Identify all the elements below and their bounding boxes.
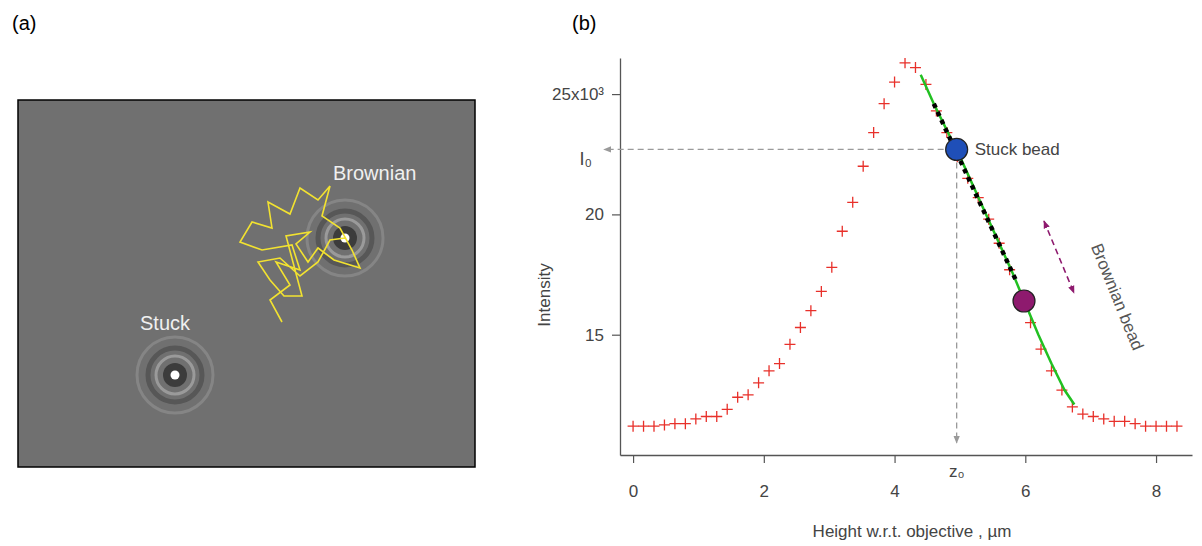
guide-arrow	[604, 149, 944, 150]
scatter-series	[628, 58, 1183, 432]
data-point	[711, 411, 722, 422]
tick: 25x10³	[552, 85, 620, 104]
data-point	[648, 421, 659, 432]
tick: 20	[585, 205, 620, 224]
data-point	[1077, 409, 1088, 420]
y-axis: 25x10³ 20 15	[552, 59, 620, 456]
data-point	[868, 127, 879, 138]
micrograph	[18, 100, 475, 467]
tick-mark	[764, 455, 765, 463]
data-point	[628, 421, 639, 432]
tick-label: 8	[1152, 482, 1161, 501]
data-point	[816, 286, 827, 297]
data-point	[690, 413, 701, 424]
image-label: Stuck	[140, 312, 191, 334]
axis-line	[620, 59, 621, 456]
motion-arrow	[1044, 221, 1074, 293]
data-point	[910, 62, 921, 73]
data-point	[743, 389, 754, 400]
data-point	[795, 322, 806, 333]
axis-line	[621, 455, 1193, 456]
data-point	[638, 421, 649, 432]
tick-mark	[612, 335, 620, 336]
data-point	[1109, 416, 1120, 427]
data-point	[732, 392, 743, 403]
reference-label: I₀	[580, 149, 592, 169]
data-point	[858, 161, 869, 172]
tick-mark	[612, 214, 620, 215]
data-point	[889, 77, 900, 88]
tick-label: 15	[585, 326, 604, 345]
image-label: Brownian	[333, 162, 416, 184]
data-point	[753, 377, 764, 388]
data-point	[764, 365, 775, 376]
data-point	[826, 262, 837, 273]
bead-marker	[1013, 290, 1035, 312]
data-point	[1098, 413, 1109, 424]
dotted-line	[934, 104, 1016, 280]
guide-arrow	[956, 162, 957, 443]
tick: 6	[1021, 455, 1030, 501]
tick: 15	[585, 326, 620, 345]
tick-label: 20	[585, 205, 604, 224]
axis-title: Height w.r.t. objective , µm	[813, 522, 1012, 541]
data-point	[1130, 418, 1141, 429]
bead-halo	[137, 337, 213, 413]
axis-title: Intensity	[535, 263, 554, 327]
tick-mark	[633, 455, 634, 463]
annotation-label: Brownian bead	[1087, 241, 1147, 353]
tick-label: 6	[1021, 482, 1030, 501]
data-point	[659, 419, 670, 430]
data-point	[774, 358, 785, 369]
data-point	[847, 197, 858, 208]
data-point	[669, 418, 680, 429]
bead-marker	[946, 138, 968, 160]
tick-mark	[1025, 455, 1026, 463]
panel-b: (b) 0 2 4 6 8 25x10³ 20 15 Height w.r.t. objectiv…	[535, 12, 1193, 541]
tick-mark	[612, 94, 620, 95]
data-point	[879, 98, 890, 109]
tick-label: 0	[629, 482, 638, 501]
data-point	[837, 226, 848, 237]
plot-area	[628, 58, 1183, 432]
tick-label: 25x10³	[552, 85, 604, 104]
data-point	[805, 305, 816, 316]
data-point	[900, 58, 911, 68]
data-point	[722, 404, 733, 415]
guides	[604, 149, 1074, 443]
data-point	[1171, 421, 1182, 432]
data-point	[701, 411, 712, 422]
x-axis: 0 2 4 6 8	[621, 455, 1193, 501]
panel-label: (a)	[12, 12, 36, 34]
data-point	[784, 339, 795, 350]
reference-label: z₀	[949, 462, 965, 481]
data-point	[1151, 421, 1162, 432]
data-point	[1161, 421, 1172, 432]
fit-line	[921, 75, 1075, 405]
bead-core	[163, 363, 187, 387]
tick-label: 4	[890, 482, 899, 501]
tick: 2	[760, 455, 769, 501]
data-point	[1119, 416, 1130, 427]
bead-ring	[148, 348, 202, 402]
figure: (a) Stuck Brownian (b) 0 2 4 6 8 25x10³ 20 15 Height…	[0, 0, 1202, 546]
annotation-labels: I₀ z₀ Stuck bead Brownian bead	[580, 140, 1148, 481]
annotation-label: Stuck bead	[975, 140, 1060, 159]
bead-image	[137, 337, 213, 413]
data-point	[1140, 421, 1151, 432]
tick: 8	[1152, 455, 1161, 501]
bead-ring	[156, 356, 194, 394]
panel-a: (a) Stuck Brownian	[12, 12, 475, 467]
trajectory	[240, 186, 360, 322]
tick: 4	[890, 455, 899, 501]
tick-label: 2	[760, 482, 769, 501]
tick-mark	[1156, 455, 1157, 463]
tick: 0	[629, 455, 638, 501]
bead-spot	[171, 371, 180, 380]
panel-label: (b)	[572, 12, 596, 34]
tick-mark	[894, 455, 895, 463]
data-point	[680, 418, 691, 429]
data-point	[1088, 411, 1099, 422]
